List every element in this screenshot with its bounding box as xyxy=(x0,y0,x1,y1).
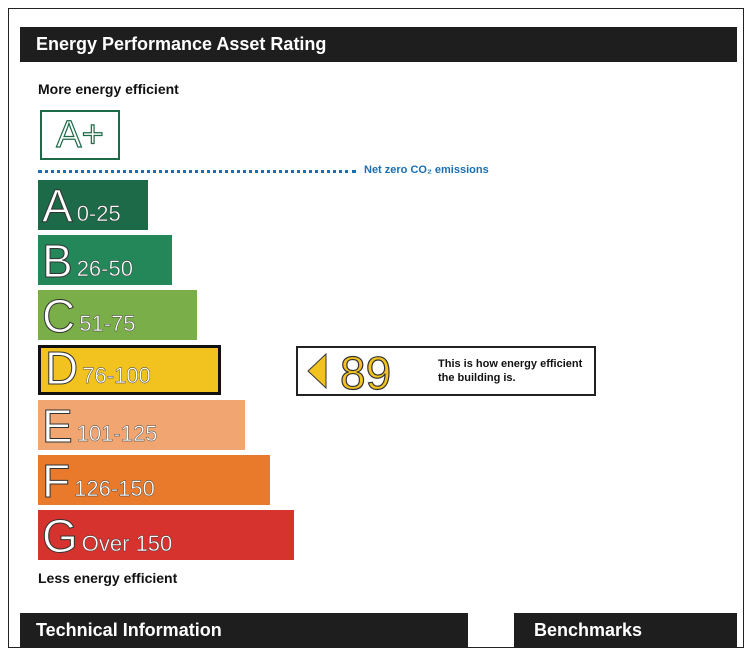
band-letter: A xyxy=(42,180,74,232)
net-zero-note: Net zero CO₂ emissions xyxy=(364,164,489,176)
band-letter: F xyxy=(41,455,71,507)
band-range: 76-100 xyxy=(82,363,151,388)
band: C 51-75 xyxy=(38,290,197,342)
band-letter: C xyxy=(41,290,76,342)
band-range: 101-125 xyxy=(76,421,158,446)
band-range: 51-75 xyxy=(79,311,136,336)
header-title: Energy Performance Asset Rating xyxy=(36,34,327,54)
net-zero-line xyxy=(38,170,356,173)
band-letter: D xyxy=(44,342,79,394)
band: B 26-50 xyxy=(38,235,173,287)
header-bar: Energy Performance Asset Rating xyxy=(20,27,737,62)
rating-box: 89 This is how energy efficient the buil… xyxy=(296,346,596,400)
band-range: 0-25 xyxy=(76,201,121,226)
top-label: More energy efficient xyxy=(38,81,179,97)
band-range: 26-50 xyxy=(76,256,133,281)
net-zero-letter: A+ xyxy=(56,113,105,156)
band-range: 126-150 xyxy=(74,476,155,501)
description-line: the building is. xyxy=(438,372,516,384)
band: F 126-150 xyxy=(38,455,270,507)
band: E 101-125 xyxy=(38,400,246,452)
rating-value: 89 xyxy=(339,346,392,399)
band-letter: G xyxy=(42,510,79,562)
section-title: Benchmarks xyxy=(534,620,643,640)
band-letter: B xyxy=(42,235,74,287)
net-zero-box: A+ xyxy=(40,110,120,160)
rating-description: This is how energy efficient the buildin… xyxy=(438,357,582,385)
band-range: Over 150 xyxy=(81,531,173,556)
section-bar: Benchmarks xyxy=(514,613,737,648)
band-letter: E xyxy=(42,400,74,452)
band: D 76-100 xyxy=(38,342,221,395)
band: G Over 150 xyxy=(38,510,294,562)
rating-arrow xyxy=(307,353,327,389)
description-line: This is how energy efficient xyxy=(438,358,583,370)
bottom-label: Less energy efficient xyxy=(38,570,178,586)
band: A 0-25 xyxy=(38,180,148,232)
section-title: Technical Information xyxy=(36,620,222,640)
section-bar: Technical Information xyxy=(20,613,468,648)
